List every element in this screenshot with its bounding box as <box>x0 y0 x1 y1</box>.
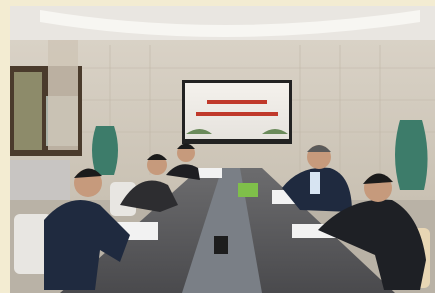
pen-holder <box>214 236 228 254</box>
curtain <box>48 40 78 150</box>
vase-left <box>92 126 118 175</box>
vase-right <box>395 120 428 190</box>
meeting-photo <box>0 0 435 293</box>
radiator <box>10 160 70 200</box>
photo <box>0 0 435 293</box>
tissue-box <box>238 183 258 197</box>
window-pane <box>14 72 42 150</box>
